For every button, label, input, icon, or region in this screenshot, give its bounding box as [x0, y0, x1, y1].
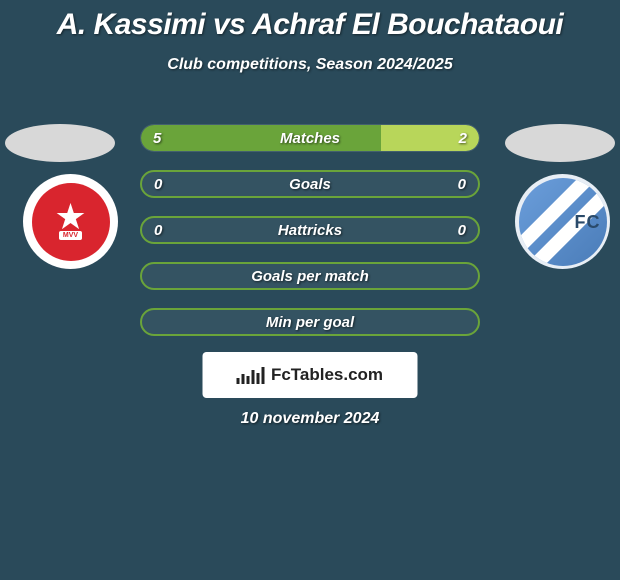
stat-row: 00Goals: [140, 170, 480, 198]
snapshot-date: 10 november 2024: [0, 410, 620, 428]
stat-row: Min per goal: [140, 308, 480, 336]
mvv-crest-icon: ★ MVV: [32, 183, 110, 261]
page-subtitle: Club competitions, Season 2024/2025: [0, 56, 620, 74]
brand-text: FcTables.com: [271, 365, 383, 385]
stat-row: 52Matches: [140, 124, 480, 152]
stats-area: 52Matches 00Goals 00Hattricks Goals per mat…: [140, 124, 480, 354]
crest-left-text: MVV: [59, 231, 82, 240]
brand-bars-icon: [237, 367, 265, 384]
player-left-oval: [5, 124, 115, 162]
star-icon: ★: [54, 203, 86, 231]
stat-row: Goals per match: [140, 262, 480, 290]
comparison-card: A. Kassimi vs Achraf El Bouchataoui Club…: [0, 0, 620, 580]
stat-label: Goals: [142, 172, 478, 196]
crest-right-text: FC: [575, 212, 601, 233]
stat-label: Min per goal: [142, 310, 478, 334]
stat-label: Goals per match: [142, 264, 478, 288]
stat-label: Matches: [141, 125, 479, 151]
stat-row: 00Hattricks: [140, 216, 480, 244]
brand-badge: FcTables.com: [203, 352, 418, 398]
club-crest-left: ★ MVV: [23, 174, 118, 269]
player-right-oval: [505, 124, 615, 162]
stat-label: Hattricks: [142, 218, 478, 242]
club-crest-right: FC: [515, 174, 610, 269]
page-title: A. Kassimi vs Achraf El Bouchataoui: [0, 0, 620, 42]
eindhoven-crest-icon: FC: [519, 178, 607, 266]
